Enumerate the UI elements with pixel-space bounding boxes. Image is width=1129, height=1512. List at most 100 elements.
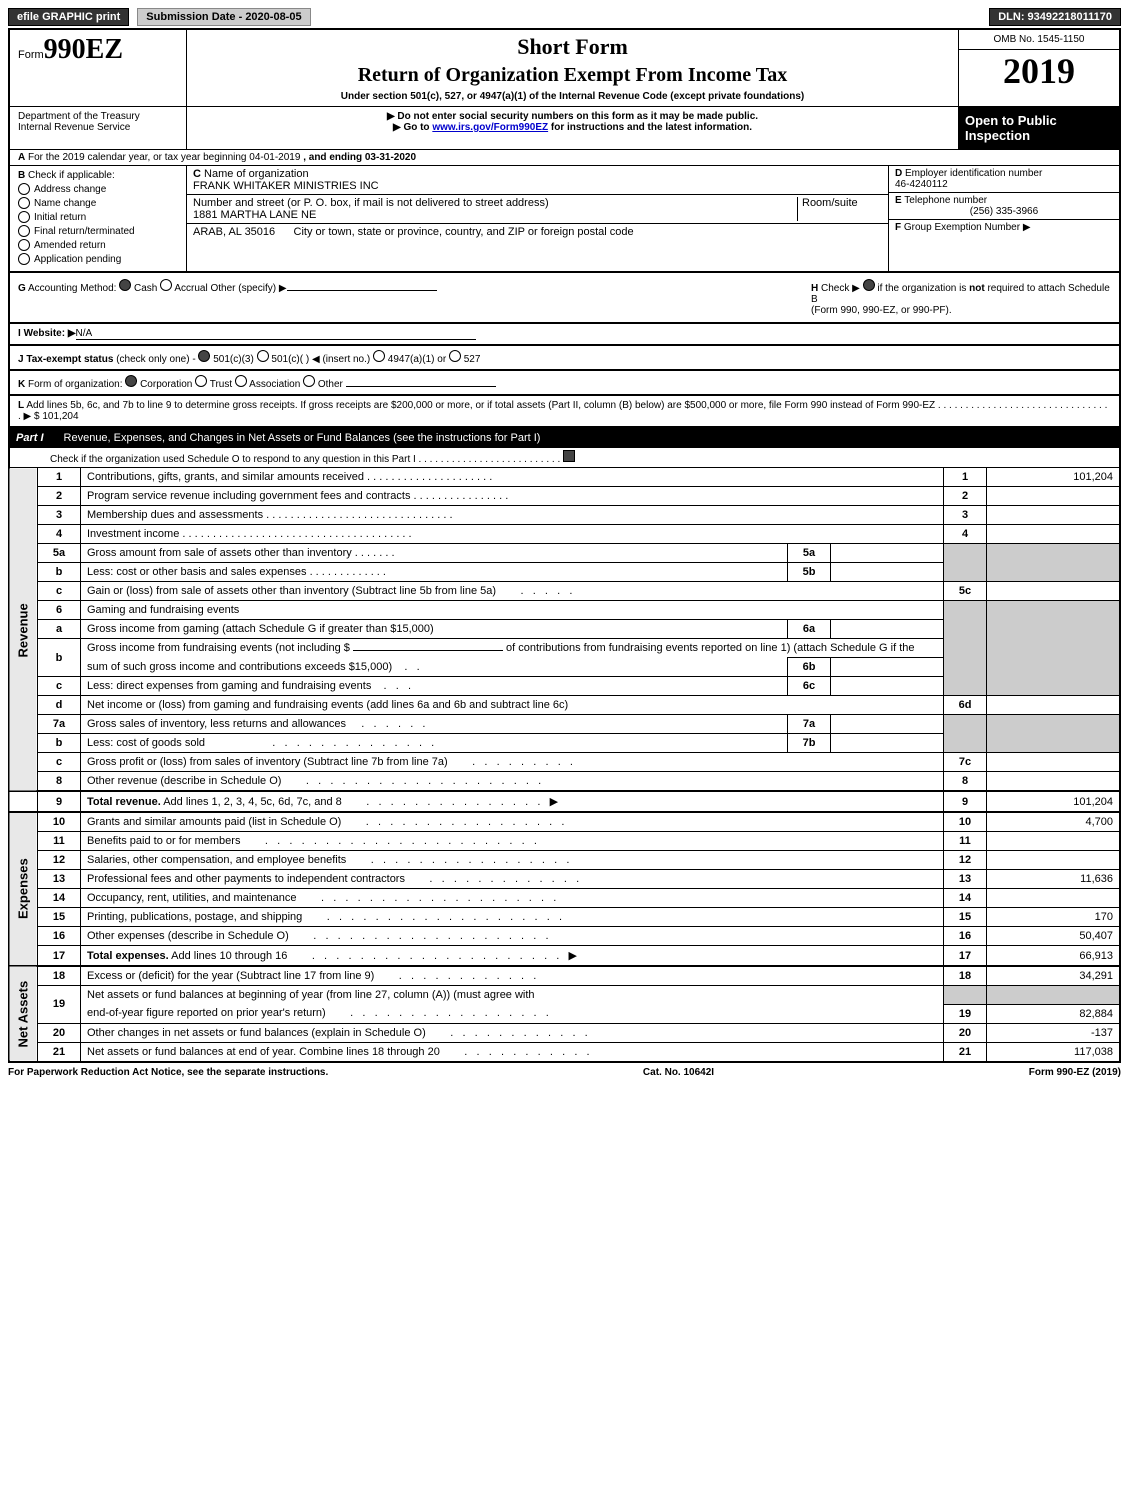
- l18-amt: 34,291: [987, 966, 1121, 986]
- l7a-subamt: [831, 715, 944, 734]
- line-17: 17 Total expenses. Add lines 10 through …: [9, 946, 1120, 967]
- h-check: Check ▶: [821, 283, 860, 294]
- l7-shaded2: [987, 715, 1121, 753]
- section-h: H Check ▶ if the organization is not req…: [811, 279, 1111, 316]
- cash-radio[interactable]: [119, 279, 131, 291]
- insert-no: ◀ (insert no.): [312, 354, 370, 365]
- assoc-radio[interactable]: [235, 375, 247, 387]
- l13-desc: Professional fees and other payments to …: [87, 873, 405, 885]
- footer-right-post: (2019): [1089, 1067, 1121, 1078]
- l6d-desc: Net income or (loss) from gaming and fun…: [87, 699, 568, 711]
- l7c-amt: [987, 753, 1121, 772]
- section-j: J Tax-exempt status (check only one) - 5…: [8, 346, 1121, 371]
- accrual-radio[interactable]: [160, 279, 172, 291]
- accounting-label: Accounting Method:: [28, 283, 116, 294]
- line-15: 15 Printing, publications, postage, and …: [9, 908, 1120, 927]
- line-19-row1: 19 Net assets or fund balances at beginn…: [9, 986, 1120, 1005]
- arrow-icon: ▶: [1023, 222, 1031, 233]
- line-6: 6 Gaming and fundraising events: [9, 601, 1120, 620]
- l8-box: 8: [944, 772, 987, 792]
- name-label: Name of organization: [204, 168, 309, 180]
- schedule-o-checkbox[interactable]: [563, 450, 575, 462]
- footer-right: Form 990-EZ (2019): [1029, 1067, 1121, 1078]
- 527-radio[interactable]: [449, 350, 461, 362]
- l4-desc: Investment income: [87, 528, 179, 540]
- gross-receipts: $ 101,204: [34, 411, 79, 422]
- org-name-box: C Name of organization FRANK WHITAKER MI…: [187, 166, 888, 195]
- l13-box: 13: [944, 870, 987, 889]
- l19-shaded: [944, 986, 987, 1005]
- street-box: Number and street (or P. O. box, if mail…: [187, 195, 888, 224]
- corp-radio[interactable]: [125, 375, 137, 387]
- 501c-label: 501(c)( ): [271, 354, 309, 365]
- section-k-label: K: [18, 379, 25, 390]
- initial-return-radio[interactable]: [18, 211, 30, 223]
- l6b-num: b: [38, 639, 81, 677]
- app-pending-label: Application pending: [34, 254, 121, 265]
- l6c-num: c: [38, 677, 81, 696]
- section-g: G Accounting Method: Cash Accrual Other …: [18, 279, 437, 316]
- app-pending-radio[interactable]: [18, 253, 30, 265]
- l6-shaded: [944, 601, 987, 696]
- other-blank: [287, 290, 437, 291]
- sections-def: D Employer identification number 46-4240…: [888, 166, 1119, 271]
- section-g-label: G: [18, 283, 26, 294]
- h-radio[interactable]: [863, 279, 875, 291]
- dept-info: Department of the Treasury Internal Reve…: [10, 107, 187, 149]
- l21-desc: Net assets or fund balances at end of ye…: [87, 1046, 440, 1058]
- l6b-subamt: [831, 658, 944, 677]
- check-only-one: (check only one) -: [116, 354, 195, 365]
- section-b: B Check if applicable: Address change Na…: [10, 166, 187, 271]
- 501c-radio[interactable]: [257, 350, 269, 362]
- form-org-label: Form of organization:: [28, 379, 123, 390]
- other-org-radio[interactable]: [303, 375, 315, 387]
- dln-button[interactable]: DLN: 93492218011170: [989, 8, 1121, 26]
- group-exemption-label: Group Exemption Number: [904, 222, 1020, 233]
- l6a-sub: 6a: [788, 620, 831, 639]
- website-label: Website: ▶: [24, 328, 76, 339]
- l11-amt: [987, 832, 1121, 851]
- 501c3-radio[interactable]: [198, 350, 210, 362]
- final-return-radio[interactable]: [18, 225, 30, 237]
- line-11: 11 Benefits paid to or for members . . .…: [9, 832, 1120, 851]
- ein-label: Employer identification number: [905, 168, 1042, 179]
- omb-number: OMB No. 1545-1150: [959, 30, 1119, 50]
- name-change-radio[interactable]: [18, 197, 30, 209]
- l6d-num: d: [38, 696, 81, 715]
- l14-box: 14: [944, 889, 987, 908]
- instr-do-not-enter: ▶ Do not enter social security numbers o…: [195, 111, 950, 122]
- form-prefix: Form: [18, 49, 44, 61]
- addr-change-radio[interactable]: [18, 183, 30, 195]
- room-suite: Room/suite: [797, 197, 882, 221]
- l7a-sub: 7a: [788, 715, 831, 734]
- amended-return-radio[interactable]: [18, 239, 30, 251]
- section-d-label: D: [895, 168, 902, 179]
- l5a-sub: 5a: [788, 544, 831, 563]
- l6-num: 6: [38, 601, 81, 620]
- header-left: Form990EZ: [10, 30, 187, 106]
- street-label: Number and street (or P. O. box, if mail…: [193, 197, 549, 209]
- irs-link[interactable]: www.irs.gov/Form990EZ: [432, 122, 548, 133]
- l21-num: 21: [38, 1042, 81, 1062]
- trust-radio[interactable]: [195, 375, 207, 387]
- l7b-desc: Less: cost of goods sold: [87, 737, 205, 749]
- line-20: 20 Other changes in net assets or fund b…: [9, 1023, 1120, 1042]
- open-public-line2: Inspection: [965, 128, 1113, 143]
- l1-amt: 101,204: [987, 468, 1121, 487]
- part1-check: Check if the organization used Schedule …: [8, 448, 1121, 467]
- l13-num: 13: [38, 870, 81, 889]
- l19-desc2: end-of-year figure reported on prior yea…: [87, 1007, 326, 1019]
- addr-change-label: Address change: [34, 184, 106, 195]
- submission-date-button[interactable]: Submission Date - 2020-08-05: [137, 8, 310, 26]
- efile-print-button[interactable]: efile GRAPHIC print: [8, 8, 129, 26]
- line-10: Expenses 10 Grants and similar amounts p…: [9, 812, 1120, 832]
- l6a-num: a: [38, 620, 81, 639]
- footer: For Paperwork Reduction Act Notice, see …: [8, 1063, 1121, 1082]
- phone-label: Telephone number: [904, 195, 987, 206]
- 4947-radio[interactable]: [373, 350, 385, 362]
- line-4: 4 Investment income . . . . . . . . . . …: [9, 525, 1120, 544]
- line-3: 3 Membership dues and assessments . . . …: [9, 506, 1120, 525]
- l6c-subamt: [831, 677, 944, 696]
- l5b-desc: Less: cost or other basis and sales expe…: [87, 566, 307, 578]
- corp-label: Corporation: [140, 379, 192, 390]
